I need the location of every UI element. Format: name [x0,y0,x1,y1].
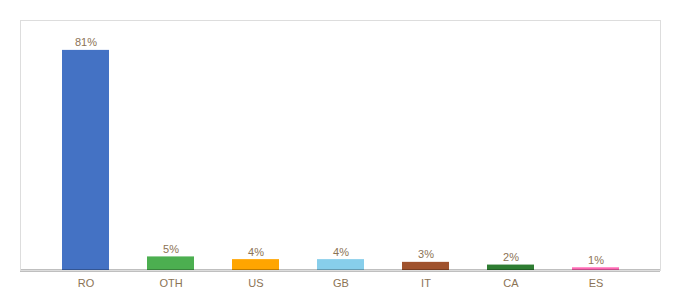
svg-text:OTH: OTH [159,277,182,289]
svg-text:81%: 81% [75,36,97,48]
svg-text:4%: 4% [248,246,264,258]
svg-text:RO: RO [78,277,95,289]
svg-text:4%: 4% [333,246,349,258]
svg-text:3%: 3% [418,248,434,260]
svg-text:IT: IT [421,277,431,289]
svg-text:1%: 1% [588,254,604,266]
svg-text:US: US [248,277,263,289]
svg-text:CA: CA [503,277,519,289]
svg-text:2%: 2% [503,251,519,263]
svg-text:ES: ES [589,277,604,289]
svg-text:5%: 5% [163,243,179,255]
svg-text:GB: GB [333,277,349,289]
